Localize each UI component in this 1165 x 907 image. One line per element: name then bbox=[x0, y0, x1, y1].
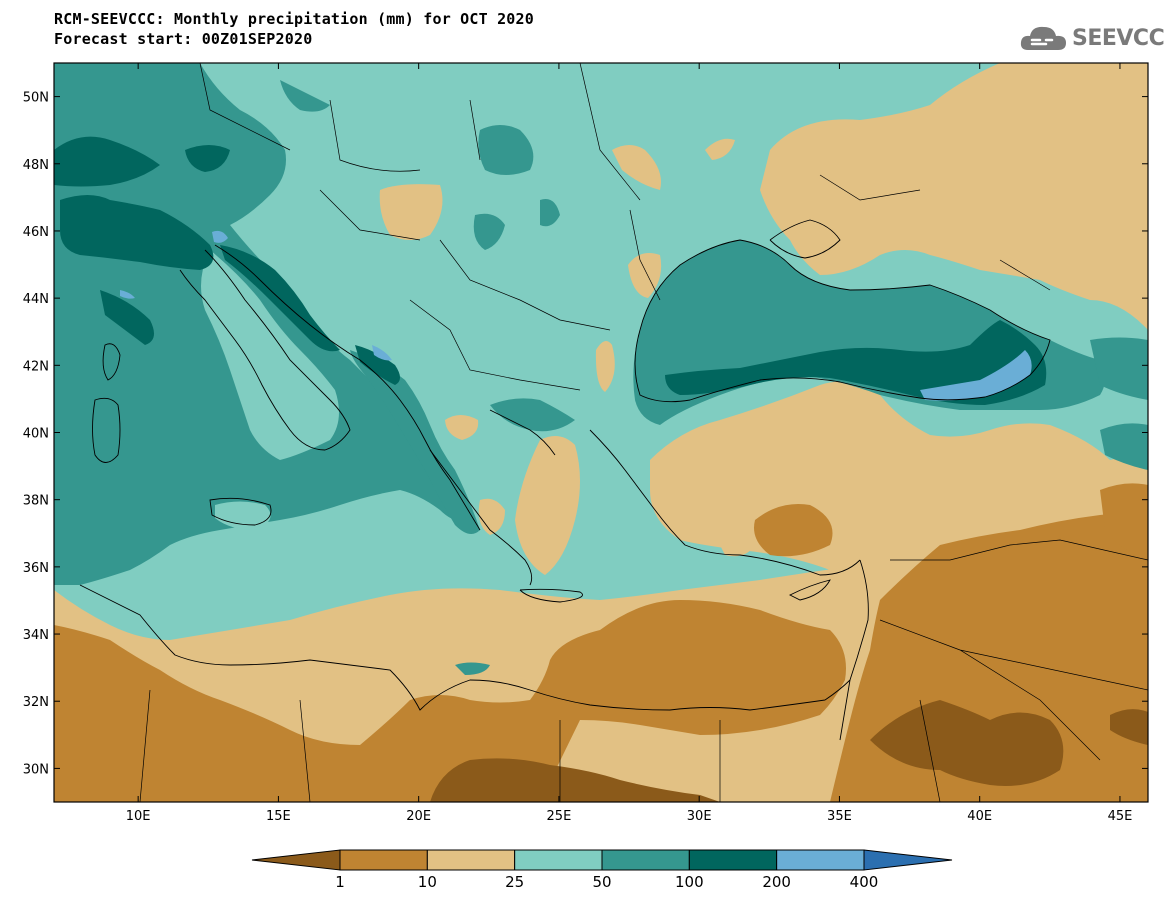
colorbar-bin bbox=[514, 849, 603, 871]
coastlines-borders bbox=[79, 63, 1148, 802]
colorbar-label: 50 bbox=[592, 873, 611, 891]
lat-tick-label: 36N bbox=[23, 561, 49, 576]
levant-coast bbox=[839, 559, 869, 741]
field-10-25-northeast bbox=[760, 63, 1148, 330]
lon-tick-label: 35E bbox=[827, 809, 852, 824]
field-50-100-alps-n bbox=[280, 80, 330, 112]
field-25-50-italy-inner bbox=[201, 250, 339, 460]
field-10-25-aegean-west bbox=[478, 498, 505, 535]
colorbar-bin bbox=[251, 849, 341, 871]
colorbar-label: 200 bbox=[762, 873, 791, 891]
field-10-25-romania bbox=[612, 145, 661, 190]
lat-tick-label: 42N bbox=[23, 359, 49, 374]
field-50-100-east2 bbox=[1100, 423, 1148, 470]
colorbar-bin bbox=[776, 849, 865, 871]
lat-tick-label: 32N bbox=[23, 695, 49, 710]
field-1-10-sea bbox=[720, 540, 755, 557]
lat-tick-label: 48N bbox=[23, 158, 49, 173]
seevccc-logo-text: SEEVCCC bbox=[1072, 26, 1165, 51]
lat-tick-label: 46N bbox=[23, 225, 49, 240]
corsica-coast bbox=[102, 343, 121, 381]
field-10-25-thessaly bbox=[445, 415, 479, 440]
field-lt-1-arabia bbox=[870, 700, 1064, 786]
field-200-400-blacksea bbox=[920, 350, 1032, 401]
lon-tick-label: 45E bbox=[1108, 809, 1133, 824]
field-10-25-thrace bbox=[595, 341, 615, 392]
africa-coast bbox=[79, 584, 851, 711]
field-50-100-crete-north bbox=[455, 662, 490, 675]
lon-tick-label: 15E bbox=[266, 809, 291, 824]
italy-coast bbox=[179, 249, 351, 451]
field-100-200-alps bbox=[60, 195, 214, 270]
crete-coast bbox=[519, 588, 583, 603]
latitude-axis: 50N 48N 46N 44N 42N 40N 38N 36N 34N 32N 30N bbox=[23, 91, 1148, 777]
greece-coast bbox=[429, 409, 556, 586]
lat-tick-label: 44N bbox=[23, 292, 49, 307]
field-50-100-balkan-coast bbox=[350, 350, 480, 534]
field-10-25-hungary bbox=[379, 184, 443, 240]
lat-tick-label: 40N bbox=[23, 427, 49, 442]
lon-tick-label: 40E bbox=[967, 809, 992, 824]
sardinia-coast bbox=[92, 397, 121, 463]
colorbar-bin bbox=[863, 849, 953, 871]
colorbar-label: 100 bbox=[675, 873, 704, 891]
colorbar-label: 10 bbox=[418, 873, 437, 891]
cloud-icon bbox=[1020, 26, 1066, 50]
border-lines bbox=[139, 63, 1148, 802]
longitude-axis: 10E 15E 20E 25E 30E 35E 40E 45E bbox=[126, 63, 1133, 824]
field-lt-1-egypt bbox=[430, 758, 720, 802]
field-200-400-alps bbox=[212, 230, 228, 243]
blacksea-coast bbox=[634, 239, 1051, 403]
field-100-200-ligurian bbox=[100, 290, 154, 345]
field-10-25-aegean-east bbox=[515, 436, 580, 575]
lon-tick-label: 25E bbox=[547, 809, 572, 824]
colorbar-label: 1 bbox=[335, 873, 345, 891]
precipitation-field bbox=[54, 63, 1148, 802]
field-100-200-north2 bbox=[185, 145, 230, 172]
field-100-200-north bbox=[54, 136, 160, 187]
colorbar-label: 25 bbox=[505, 873, 524, 891]
lon-tick-label: 30E bbox=[687, 809, 712, 824]
field-50-100-carpath bbox=[473, 213, 505, 250]
colorbar: 1 10 25 50 100 200 400 bbox=[251, 849, 953, 891]
field-100-200-montenegro bbox=[355, 345, 400, 385]
colorbar-bin bbox=[688, 849, 778, 871]
forecast-start-subtitle: Forecast start: 00Z01SEP2020 bbox=[54, 30, 313, 48]
adriatic-east-coast bbox=[214, 244, 481, 531]
colorbar-bin bbox=[601, 849, 690, 871]
field-200-400-italy bbox=[120, 290, 135, 299]
field-10-25-small-ne bbox=[705, 138, 735, 160]
map-title: RCM-SEEVCCC: Monthly precipitation (mm) … bbox=[54, 10, 534, 28]
turkey-coast bbox=[589, 429, 861, 576]
sicily-coast bbox=[209, 497, 272, 526]
field-1-10 bbox=[54, 600, 846, 802]
lat-tick-label: 50N bbox=[23, 91, 49, 106]
field-50-100-central bbox=[478, 125, 534, 175]
lat-tick-label: 34N bbox=[23, 628, 49, 643]
field-50-100-greece bbox=[490, 398, 575, 432]
lon-tick-label: 10E bbox=[126, 809, 151, 824]
colorbar-bin bbox=[339, 849, 428, 871]
lat-tick-label: 38N bbox=[23, 494, 49, 509]
field-100-200-blacksea bbox=[665, 320, 1047, 405]
field-lt-1-small bbox=[1110, 709, 1148, 745]
field-50-100-carpath2 bbox=[540, 199, 560, 227]
field-200-400-montenegro bbox=[372, 345, 392, 361]
lon-tick-label: 20E bbox=[406, 809, 431, 824]
field-1-10-turkey-patch bbox=[754, 504, 833, 557]
colorbar-label: 400 bbox=[850, 873, 879, 891]
field-25-50-sicily bbox=[215, 501, 271, 530]
cyprus-coast bbox=[788, 579, 831, 601]
lat-tick-label: 30N bbox=[23, 762, 49, 777]
crimea-coast bbox=[769, 219, 841, 259]
field-50-100-east bbox=[1090, 337, 1148, 400]
field-1-10-east bbox=[1100, 483, 1148, 560]
field-10-25-bulgaria bbox=[628, 252, 662, 298]
colorbar-bin bbox=[426, 849, 516, 871]
